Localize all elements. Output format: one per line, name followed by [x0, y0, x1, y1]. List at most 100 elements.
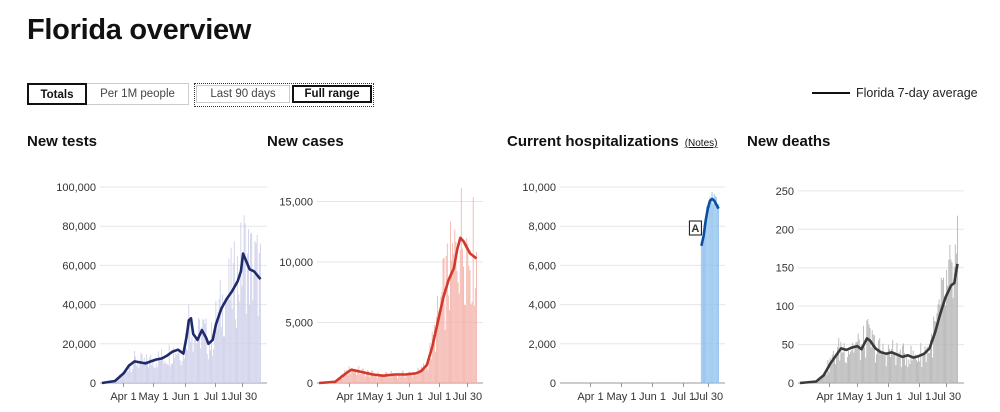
metric-toggle: Totals Per 1M people: [27, 83, 189, 105]
data-bar: [397, 378, 399, 383]
data-bar: [166, 363, 168, 383]
data-bar: [145, 354, 147, 383]
data-bar: [228, 258, 230, 383]
data-bar: [708, 202, 710, 383]
data-bar: [187, 350, 189, 383]
data-bar: [441, 292, 443, 383]
data-bar: [391, 374, 393, 383]
data-bar: [387, 377, 389, 383]
data-bar: [449, 310, 450, 383]
data-bar: [367, 370, 368, 383]
data-bar: [914, 354, 916, 383]
data-bar: [433, 324, 435, 383]
data-bar: [122, 375, 123, 383]
x-tick-label: Jun 1: [875, 391, 902, 403]
data-bar: [877, 348, 879, 383]
new-tests-title: New tests: [27, 133, 98, 150]
data-bar: [903, 343, 904, 383]
data-bar: [234, 319, 236, 383]
data-bar: [120, 373, 122, 383]
data-bar: [405, 373, 407, 383]
y-tick-label: 50: [782, 340, 794, 352]
notes-link[interactable]: (Notes): [684, 138, 718, 149]
data-bar: [468, 266, 470, 383]
data-bar: [160, 360, 161, 383]
last-90-days-button[interactable]: Last 90 days: [196, 85, 290, 103]
data-bar: [846, 357, 848, 383]
data-bar: [362, 368, 364, 383]
data-bar: [874, 362, 876, 383]
data-bar: [406, 375, 408, 383]
data-bar: [195, 343, 197, 383]
data-bar: [472, 197, 474, 383]
data-bar: [249, 304, 250, 383]
data-bar: [878, 340, 880, 383]
data-bar: [239, 301, 241, 383]
data-bar: [900, 367, 902, 383]
data-bar: [831, 354, 833, 383]
data-bar: [138, 367, 140, 383]
x-tick-label: Jul 30: [932, 391, 961, 403]
x-tick-label: Apr 1: [816, 391, 842, 403]
data-bar: [838, 337, 840, 383]
data-bar: [456, 271, 458, 383]
data-bar: [178, 349, 180, 383]
data-bar: [862, 345, 863, 383]
data-bar: [232, 263, 234, 383]
data-bar: [373, 374, 375, 383]
data-bar: [157, 351, 159, 383]
data-bar: [140, 352, 142, 383]
x-tick-label: May 1: [607, 391, 637, 403]
data-bar: [471, 301, 473, 383]
data-bar: [701, 239, 703, 383]
data-bar: [892, 339, 894, 383]
data-bar: [150, 354, 152, 383]
data-bar: [909, 364, 911, 383]
data-bar: [819, 380, 821, 383]
data-bar: [172, 363, 173, 383]
data-bar: [137, 363, 139, 383]
data-bar: [857, 333, 859, 383]
data-bar: [174, 357, 176, 383]
data-bar: [354, 371, 355, 383]
data-bar: [246, 253, 248, 383]
data-bar: [833, 357, 835, 383]
data-bar: [872, 334, 874, 383]
data-bar: [149, 357, 151, 383]
data-bar: [379, 376, 381, 383]
totals-button[interactable]: Totals: [27, 83, 87, 105]
data-bar: [152, 359, 154, 383]
data-bar: [219, 279, 221, 383]
data-bar: [910, 345, 912, 383]
bars: [700, 191, 719, 383]
y-tick-label: 10,000: [522, 182, 556, 194]
data-bar: [375, 374, 377, 383]
data-bar: [132, 363, 134, 383]
y-tick-label: 6,000: [528, 260, 556, 272]
data-bar: [196, 341, 198, 383]
chart-legend: Florida 7-day average: [812, 86, 978, 100]
data-bar: [355, 369, 357, 383]
data-bar: [226, 300, 228, 383]
data-bar: [365, 372, 367, 383]
full-range-button[interactable]: Full range: [292, 85, 372, 103]
data-bar: [844, 362, 846, 383]
data-bar: [440, 296, 442, 383]
y-tick-label: 80,000: [62, 221, 96, 233]
data-bar: [243, 215, 245, 383]
y-tick-label: 0: [550, 378, 556, 390]
data-bar: [359, 374, 361, 383]
data-bar: [240, 222, 242, 383]
per-million-button[interactable]: Per 1M people: [87, 83, 189, 105]
data-bar: [130, 372, 132, 383]
y-tick-label: 10,000: [279, 257, 313, 269]
data-bar: [953, 267, 955, 383]
data-bar: [381, 374, 382, 383]
average-line: [101, 252, 262, 385]
data-bar: [905, 365, 907, 383]
data-bar: [389, 377, 391, 383]
data-bar: [191, 336, 193, 383]
data-bar: [823, 373, 825, 383]
data-bar: [850, 351, 852, 383]
data-bar: [158, 357, 160, 383]
